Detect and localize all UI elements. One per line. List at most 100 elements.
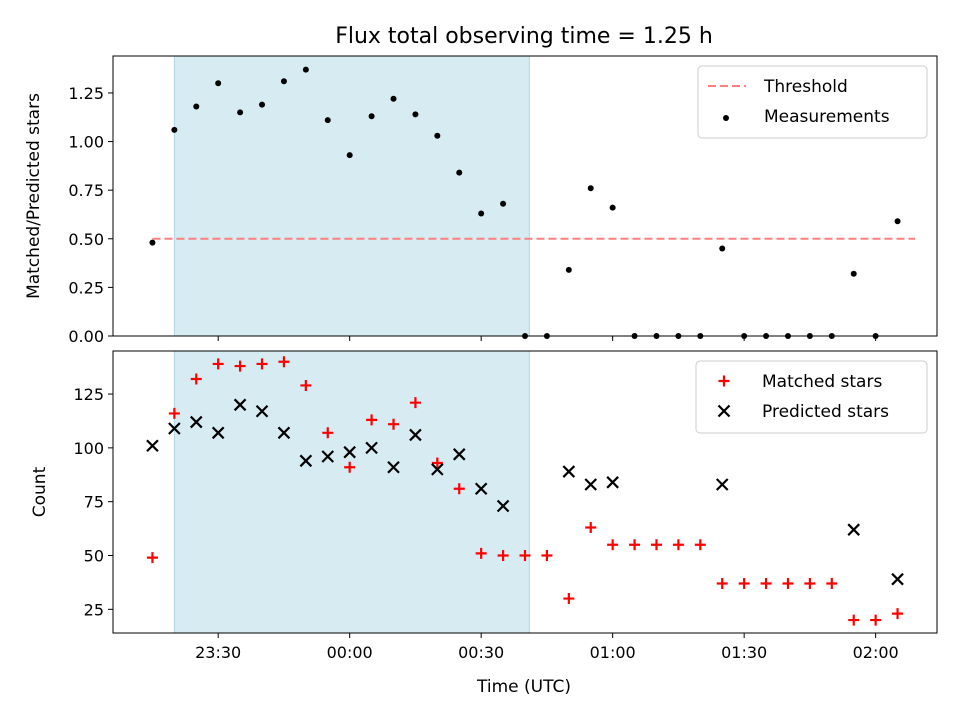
top-panel: 0.00 0.25 0.50 0.75 1.00 1.25 Threshold Measure… (68, 55, 938, 346)
matched-star-point (804, 577, 816, 589)
x-axis-label: Time (UTC) (476, 677, 571, 697)
predicted-star-point (277, 426, 291, 440)
measurement-point (237, 109, 244, 116)
matched-star-point (234, 360, 246, 372)
matched-star-point (782, 577, 794, 589)
matched-star-point (650, 539, 662, 551)
top-y-axis-label: Matched/Predicted stars (24, 93, 44, 299)
predicted-star-point (715, 478, 729, 491)
measurement-point (456, 169, 463, 176)
matched-star-point (607, 539, 619, 551)
top-shaded-span (173, 55, 530, 337)
matched-star-point (278, 356, 290, 368)
matched-star-point (541, 550, 553, 562)
matched-star-point (322, 427, 334, 439)
matched-star-point (300, 379, 312, 391)
predicted-star-point (409, 428, 422, 442)
predicted-star-point (343, 445, 356, 459)
measurement-point (171, 126, 178, 133)
matched-star-point (344, 461, 356, 473)
measurement-point (850, 270, 857, 277)
measurement-point (894, 218, 901, 225)
top-y-tick-label: 1.00 (68, 133, 104, 152)
matched-star-point (168, 407, 180, 419)
measurement-point (390, 95, 397, 102)
bottom-shaded-span (173, 350, 530, 634)
matched-star-point (870, 614, 882, 626)
bottom-legend-box (695, 360, 928, 434)
measurement-point (259, 101, 266, 108)
predicted-star-point (606, 476, 619, 489)
matched-star-point (826, 577, 838, 589)
matched-star-point (716, 577, 728, 589)
top-y-tick-label: 0.50 (68, 230, 104, 249)
top-y-tick-label: 0.00 (68, 327, 104, 346)
matched-star-point (519, 550, 531, 562)
chart-title: Flux total observing time = 1.25 h (335, 24, 713, 49)
matched-star-point (475, 547, 487, 559)
matched-star-point (738, 577, 750, 589)
bottom-legend-swatch (718, 375, 730, 387)
predicted-star-point (211, 426, 225, 440)
predicted-star-point (255, 404, 269, 418)
predicted-star-point (474, 482, 488, 496)
predicted-star-point (168, 422, 181, 435)
measurement-point (302, 66, 309, 73)
matched-star-point (694, 539, 706, 551)
predicted-star-point (233, 398, 247, 412)
bottom-panel: 25 50 75 100 125 23:30 00:00 00:30 01:00 01:30 02:… (73, 350, 938, 662)
matched-star-point (146, 552, 158, 564)
predicted-star-point (496, 499, 510, 513)
measurement-point (368, 113, 375, 120)
matched-star-point (563, 593, 575, 605)
bottom-x-tick-label: 01:30 (721, 643, 767, 662)
measurement-point (434, 132, 441, 139)
measurement-point (587, 185, 594, 192)
matched-star-point (760, 577, 772, 589)
measurement-point (500, 200, 507, 207)
bottom-x-tick-label: 02:00 (853, 643, 899, 662)
bottom-plot-frame (112, 350, 938, 634)
measurement-point (346, 152, 353, 159)
predicted-star-point (299, 454, 313, 468)
top-y-tick-label: 0.75 (68, 181, 104, 200)
measurement-point (719, 245, 726, 252)
matched-star-point (629, 539, 641, 551)
predicted-star-point (891, 572, 904, 586)
top-y-tick-label: 1.25 (68, 84, 104, 103)
top-legend-label: Measurements (764, 107, 890, 127)
bottom-legend-label: Predicted stars (762, 402, 889, 422)
measurement-point (412, 111, 419, 118)
bottom-y-tick-label: 125 (73, 385, 104, 404)
matched-star-point (409, 397, 421, 409)
top-plot-frame (112, 55, 938, 337)
measurement-point (280, 78, 287, 85)
bottom-y-tick-label: 25 (84, 600, 104, 619)
matched-star-point (497, 550, 509, 562)
top-y-tick-label: 0.25 (68, 278, 104, 297)
measurement-point (478, 210, 485, 217)
measurement-point (609, 204, 616, 211)
matched-star-point (366, 414, 378, 426)
top-legend-swatch (723, 115, 729, 121)
measurement-point (193, 103, 200, 110)
matched-star-point (256, 358, 268, 370)
predicted-star-point (365, 441, 378, 455)
matched-star-point (431, 457, 443, 469)
measurement-point (565, 266, 572, 273)
measurement-point (324, 117, 331, 124)
predicted-star-point (431, 463, 444, 476)
bottom-y-axis-label: Count (30, 466, 50, 517)
measurement-point (215, 80, 222, 87)
predicted-star-point (452, 448, 466, 461)
matched-star-point (212, 358, 224, 370)
bottom-y-tick-label: 75 (84, 493, 104, 512)
predicted-star-point (189, 415, 203, 429)
matched-star-point (585, 522, 597, 534)
matched-star-point (453, 483, 465, 495)
bottom-x-tick-label: 00:00 (327, 643, 373, 662)
matched-star-point (190, 373, 202, 385)
bottom-x-tick-label: 00:30 (458, 643, 504, 662)
bottom-legend-swatch (717, 404, 731, 418)
